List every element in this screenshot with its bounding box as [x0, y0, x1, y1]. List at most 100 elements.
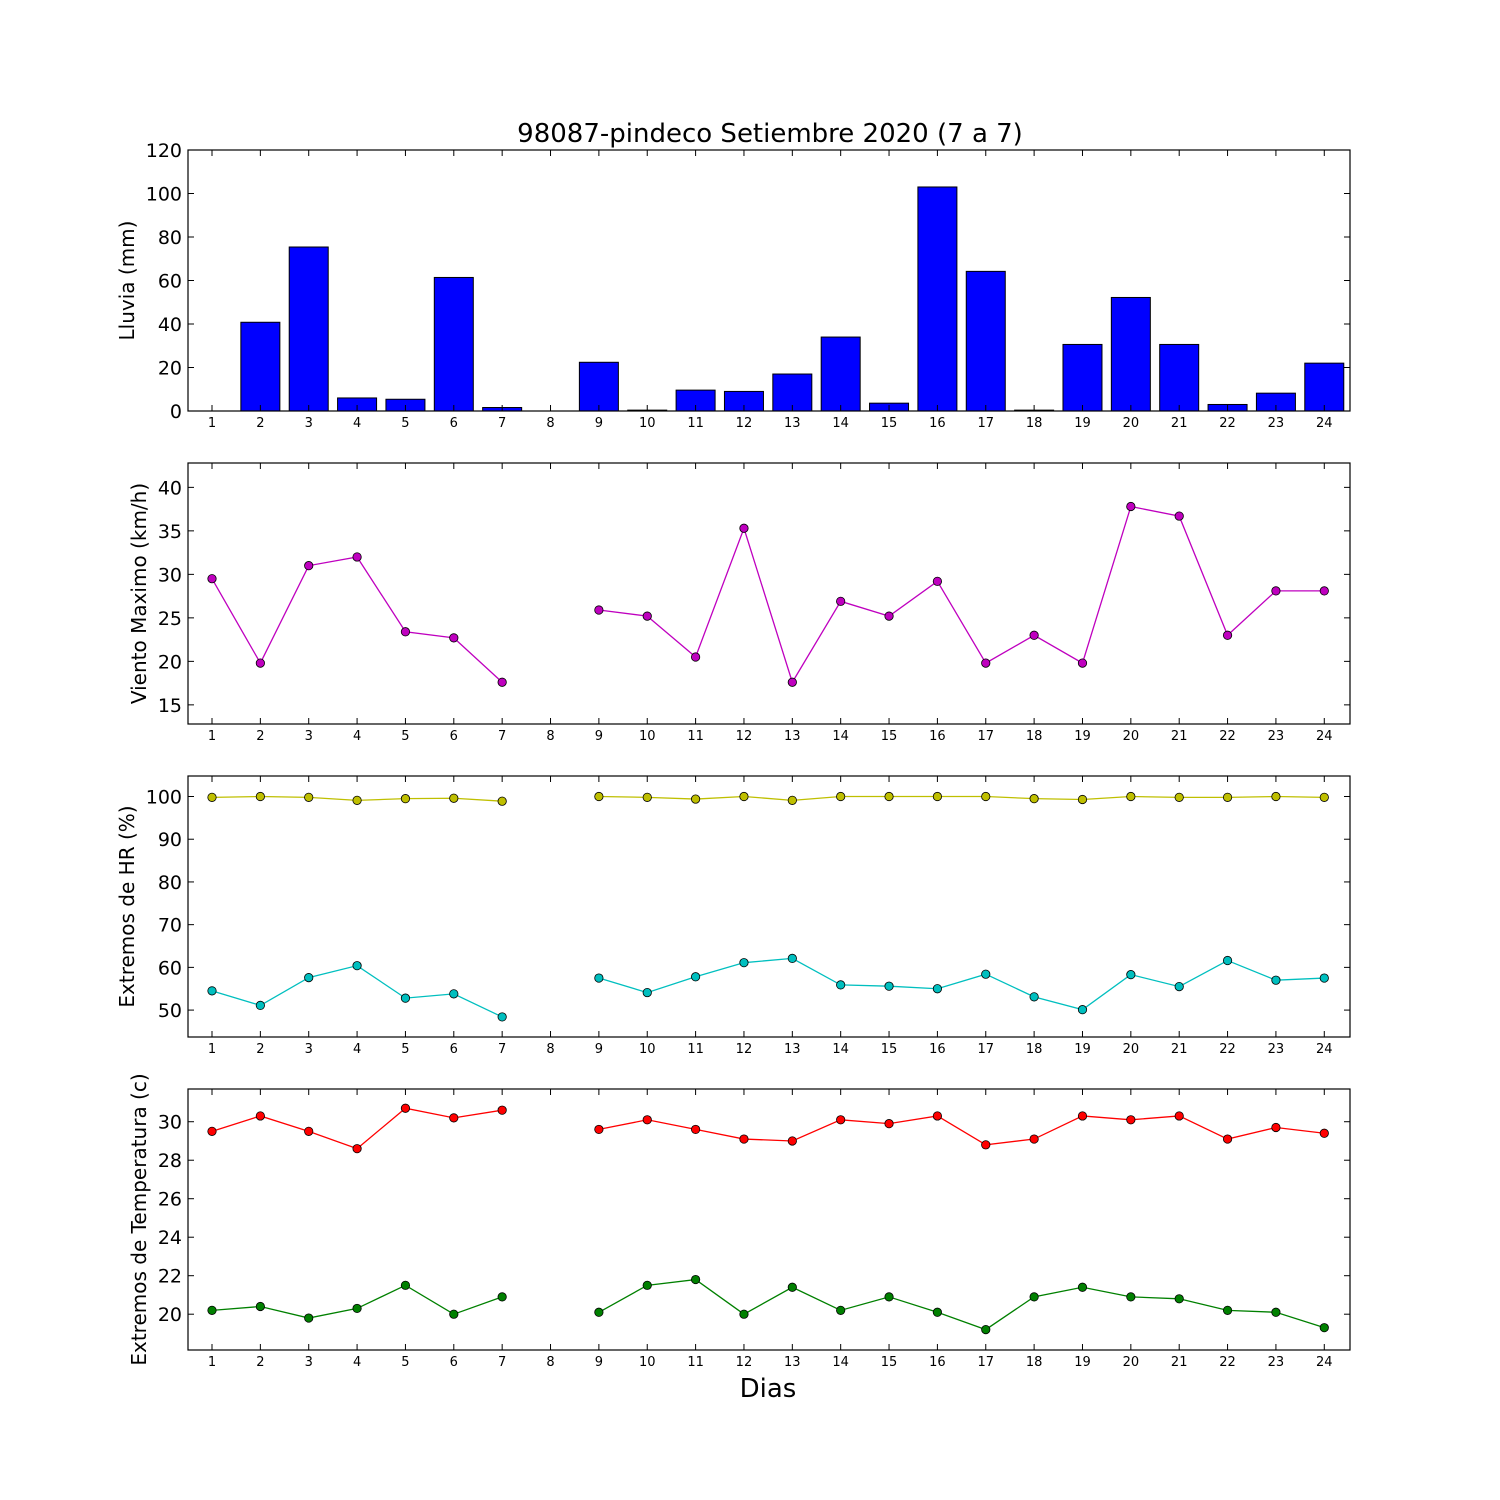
series-1-point-day-9 — [594, 605, 604, 615]
x-tick-label: 23 — [1268, 416, 1285, 431]
series-2-point-day-16 — [932, 1307, 943, 1317]
series-2-point-day-18 — [1029, 1292, 1039, 1302]
series-1-point-day-19 — [1077, 658, 1088, 668]
x-tick-label: 21 — [1171, 1042, 1188, 1057]
series-2-point-day-13 — [787, 1282, 797, 1292]
y-tick-label: 120 — [146, 140, 182, 162]
x-tick-label: 10 — [639, 416, 656, 431]
x-tick-label: 9 — [595, 729, 603, 744]
series-1-point-day-16 — [932, 1111, 943, 1121]
x-tick-label: 16 — [929, 416, 946, 431]
x-tick-label: 9 — [595, 1355, 603, 1370]
bar-day-17 — [965, 270, 1006, 412]
series-2-point-day-20 — [1126, 970, 1136, 980]
y-tick-label: 100 — [146, 184, 182, 206]
series-2-point-day-4 — [352, 961, 362, 971]
x-tick-label: 3 — [305, 729, 313, 744]
series-2-point-day-16 — [932, 984, 943, 994]
x-tick-label: 17 — [977, 416, 994, 431]
series-2-point-day-2 — [255, 1000, 265, 1010]
x-tick-label: 1 — [208, 1355, 216, 1370]
series-1-point-day-21 — [1174, 511, 1184, 521]
series-1-point-day-16 — [932, 576, 943, 586]
x-tick-label: 16 — [929, 1355, 946, 1370]
x-tick-label: 18 — [1026, 1355, 1043, 1370]
series-2-point-day-1 — [207, 1305, 217, 1315]
x-tick-label: 3 — [305, 1042, 313, 1057]
x-tick-label: 21 — [1171, 416, 1188, 431]
series-2-point-day-23 — [1271, 975, 1281, 985]
axes-frame — [187, 1088, 1351, 1351]
series-2-point-day-9 — [594, 1307, 604, 1317]
series-1-point-day-2 — [255, 791, 265, 802]
series-1-point-day-15 — [884, 791, 894, 802]
x-tick-label: 8 — [546, 1355, 554, 1370]
bar-day-16 — [917, 186, 958, 412]
x-tick-label: 20 — [1123, 729, 1140, 744]
x-tick-label: 2 — [256, 1355, 264, 1370]
x-tick-label: 13 — [784, 416, 801, 431]
x-tick-label: 18 — [1026, 729, 1043, 744]
y-tick-label: 24 — [158, 1227, 182, 1249]
x-tick-label: 15 — [881, 729, 898, 744]
series-1-point-day-11 — [690, 794, 701, 804]
series-2-point-day-5 — [400, 993, 411, 1003]
x-tick-label: 24 — [1316, 416, 1333, 431]
series-1-point-day-22 — [1222, 630, 1233, 640]
series-2-point-day-13 — [787, 953, 797, 964]
series-2-point-day-12 — [739, 1309, 749, 1319]
x-axis-label: Dias — [740, 1374, 797, 1404]
series-2-point-day-17 — [981, 969, 991, 979]
x-tick-label: 11 — [687, 1355, 704, 1370]
series-1-point-day-12 — [739, 1134, 749, 1144]
chart-title: 98087-pindeco Setiembre 2020 (7 a 7) — [517, 119, 1023, 149]
series-2-point-day-7 — [497, 1292, 507, 1302]
series-1-point-day-24 — [1319, 1128, 1329, 1138]
x-tick-label: 16 — [929, 729, 946, 744]
y-tick-label: 100 — [146, 787, 182, 809]
series-1-point-day-24 — [1319, 586, 1329, 596]
series-1-point-day-11 — [690, 1124, 701, 1135]
x-tick-label: 14 — [832, 1042, 849, 1057]
axes-frame — [187, 462, 1351, 725]
y-tick-label: 80 — [158, 227, 182, 249]
x-tick-label: 2 — [256, 1042, 264, 1057]
series-2-point-day-14 — [836, 980, 846, 990]
x-tick-label: 6 — [450, 416, 458, 431]
x-tick-label: 24 — [1316, 1355, 1333, 1370]
series-1-point-day-10 — [642, 611, 652, 621]
series-2-line-2 — [598, 957, 1325, 1011]
x-tick-label: 14 — [832, 416, 849, 431]
series-1-point-day-10 — [642, 792, 652, 802]
x-tick-label: 15 — [881, 1355, 898, 1370]
x-tick-label: 17 — [977, 1042, 994, 1057]
x-tick-label: 20 — [1123, 416, 1140, 431]
y-tick-label: 50 — [158, 1000, 182, 1022]
series-2-point-day-10 — [642, 987, 652, 998]
bar-day-9 — [578, 361, 619, 412]
series-1-point-day-20 — [1126, 791, 1136, 802]
x-tick-label: 14 — [832, 729, 849, 744]
series-1-point-day-18 — [1029, 630, 1039, 640]
x-tick-label: 10 — [639, 729, 656, 744]
x-tick-label: 18 — [1026, 1042, 1043, 1057]
series-1-point-day-19 — [1077, 794, 1088, 805]
series-2-point-day-9 — [594, 973, 604, 983]
y-tick-label: 20 — [158, 358, 182, 380]
x-tick-label: 11 — [687, 729, 704, 744]
x-tick-label: 11 — [687, 416, 704, 431]
x-tick-label: 21 — [1171, 729, 1188, 744]
x-tick-label: 5 — [401, 729, 409, 744]
series-1-point-day-7 — [497, 796, 507, 806]
y-axis-label: Extremos de Temperatura (c) — [127, 1073, 151, 1365]
x-tick-label: 5 — [401, 416, 409, 431]
series-2-point-day-1 — [207, 986, 217, 996]
x-tick-label: 2 — [256, 416, 264, 431]
x-tick-label: 9 — [595, 416, 603, 431]
series-2-point-day-12 — [739, 958, 749, 968]
